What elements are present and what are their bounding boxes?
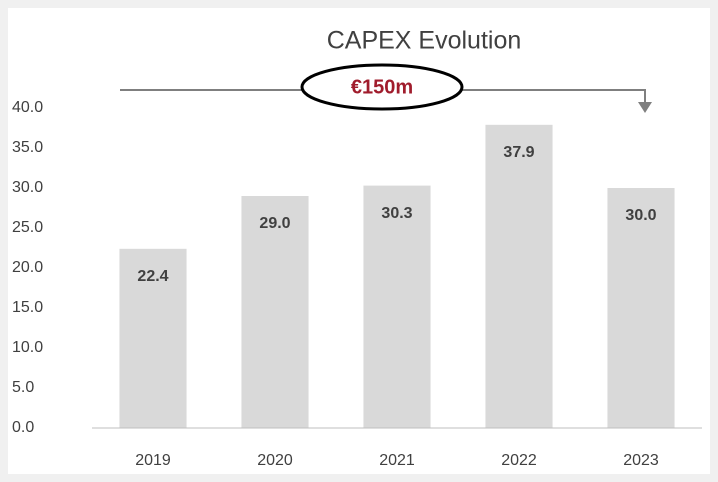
y-tick-label: 0.0 bbox=[12, 419, 34, 436]
data-label: 30.3 bbox=[381, 205, 412, 222]
data-label: 30.0 bbox=[625, 207, 656, 224]
y-tick-label: 10.0 bbox=[12, 339, 43, 356]
y-tick-label: 25.0 bbox=[12, 219, 43, 236]
x-tick-label: 2021 bbox=[379, 452, 415, 469]
x-tick-label: 2019 bbox=[135, 452, 171, 469]
annotation-arrowhead bbox=[638, 102, 652, 113]
y-tick-label: 5.0 bbox=[12, 379, 34, 396]
data-label: 29.0 bbox=[259, 215, 290, 232]
x-tick-label: 2023 bbox=[623, 452, 659, 469]
data-label: 22.4 bbox=[137, 268, 168, 285]
y-tick-label: 40.0 bbox=[12, 99, 43, 116]
bar bbox=[119, 248, 187, 428]
bar bbox=[607, 188, 675, 428]
data-label: 37.9 bbox=[503, 144, 534, 161]
y-tick-label: 30.0 bbox=[12, 179, 43, 196]
bar bbox=[485, 124, 553, 429]
x-tick-label: 2022 bbox=[501, 452, 537, 469]
annotation-text: €150m bbox=[351, 76, 413, 98]
bar bbox=[241, 196, 309, 428]
annotation-ellipse bbox=[300, 63, 464, 111]
x-tick-label: 2020 bbox=[257, 452, 293, 469]
chart-title: CAPEX Evolution bbox=[327, 27, 522, 55]
y-tick-label: 35.0 bbox=[12, 139, 43, 156]
y-tick-label: 15.0 bbox=[12, 299, 43, 316]
bar bbox=[363, 185, 431, 428]
y-tick-label: 20.0 bbox=[12, 259, 43, 276]
